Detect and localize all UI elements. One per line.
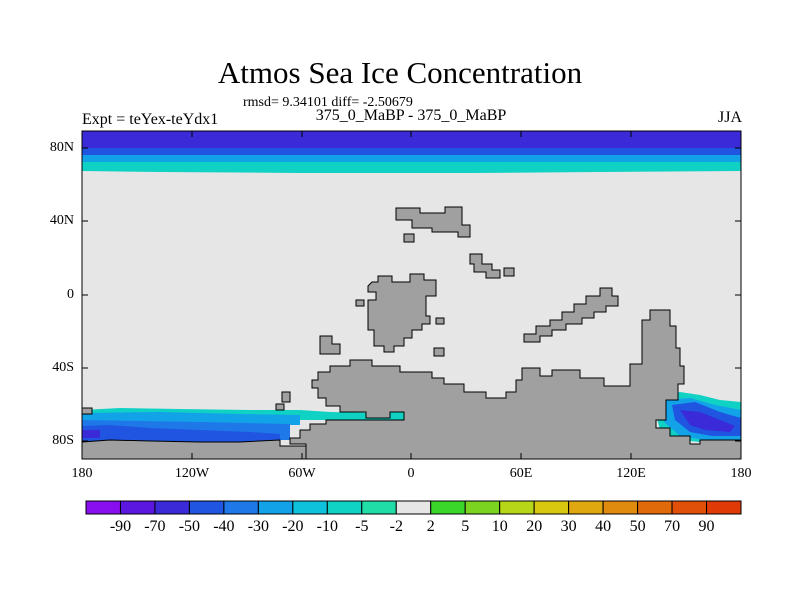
- colorbar-swatch: [85, 500, 121, 515]
- colorbar-swatch: [706, 500, 742, 515]
- colorbar-label: -90: [109, 518, 132, 535]
- colorbar-label: -20: [282, 518, 304, 535]
- colorbar-label: 2: [426, 518, 435, 535]
- islet-7: [433, 347, 445, 357]
- antarctic-anomaly-band: [82, 392, 741, 442]
- colorbar-label: -2: [389, 518, 403, 535]
- season-label: JJA: [717, 109, 742, 126]
- colorbar-label: 10: [491, 518, 508, 535]
- colorbar-swatch: [292, 500, 328, 515]
- colorbar-label: 30: [560, 518, 577, 535]
- antarctic-west: [81, 439, 307, 460]
- landmass-central: [367, 273, 437, 353]
- lat-label-80n: 80N: [49, 140, 74, 155]
- lat-label-40n: 40N: [49, 213, 74, 228]
- lon-label-180w: 180: [71, 466, 93, 481]
- arctic-anomaly-band: [82, 131, 741, 173]
- islet-5: [435, 317, 445, 325]
- islet-2: [469, 253, 501, 279]
- islet-3: [503, 267, 515, 277]
- colorbar-label: -70: [144, 518, 166, 535]
- lat-label-0: 0: [67, 287, 74, 302]
- lon-label-60w: 60W: [288, 466, 316, 481]
- colorbar-label: -50: [178, 518, 201, 535]
- colorbar-swatch: [671, 500, 708, 515]
- lat-label-80s: 80S: [52, 433, 74, 448]
- islet-1: [403, 233, 415, 243]
- colorbar-swatch: [395, 500, 432, 515]
- colorbar-label: 40: [595, 518, 612, 535]
- colorbar-swatch: [361, 500, 397, 515]
- colorbar-swatch: [533, 500, 570, 515]
- colorbar-swatch: [499, 500, 535, 515]
- colorbar-label: -40: [213, 518, 235, 535]
- colorbar-swatch: [602, 500, 639, 515]
- colorbar-label: 20: [526, 518, 543, 535]
- colorbar-swatch: [119, 500, 156, 515]
- experiment-label: Expt = teYex-teYdx1: [82, 111, 219, 128]
- landmass-north: [395, 206, 471, 238]
- axis-ticks: [82, 131, 741, 459]
- lat-label-40s: 40S: [52, 360, 74, 375]
- islet-4: [355, 299, 365, 307]
- lon-label-0: 0: [407, 466, 415, 481]
- antarctic-east-edge: [81, 407, 93, 415]
- colorbar-swatch: [257, 500, 294, 515]
- colorbar: [85, 500, 742, 515]
- colorbar-label: -5: [355, 518, 369, 535]
- colorbar-label: -30: [247, 518, 270, 535]
- plot-title: Atmos Sea Ice Concentration: [217, 55, 583, 90]
- lon-label-120w: 120W: [174, 466, 210, 481]
- colorbar-swatch: [154, 500, 190, 515]
- plot-subtitle: rmsd= 9.34101 diff= -2.50679: [243, 95, 413, 110]
- colorbar-label: 70: [664, 518, 681, 535]
- colorbar-swatch: [637, 500, 673, 515]
- lon-label-60e: 60E: [509, 466, 533, 481]
- lon-label-180e: 180: [730, 466, 752, 481]
- colorbar-swatch: [326, 500, 363, 515]
- colorbar-label: -10: [316, 518, 338, 535]
- islet-8: [281, 391, 291, 403]
- land-masses: [81, 206, 742, 460]
- islet-9: [275, 403, 285, 411]
- colorbar-label: 5: [461, 518, 470, 535]
- colorbar-swatch: [188, 500, 225, 515]
- landmass-east-arc: [523, 287, 619, 343]
- colorbar-label: 90: [698, 518, 715, 535]
- islet-6: [319, 335, 341, 355]
- colorbar-swatch: [430, 500, 466, 515]
- colorbar-label: 50: [629, 518, 646, 535]
- landmass-southern-super: [289, 309, 742, 460]
- colorbar-swatch: [464, 500, 501, 515]
- period-label: 375_0_MaBP - 375_0_MaBP: [315, 107, 507, 124]
- colorbar-swatch: [568, 500, 604, 515]
- colorbar-swatch: [223, 500, 259, 515]
- lon-label-120e: 120E: [616, 466, 646, 481]
